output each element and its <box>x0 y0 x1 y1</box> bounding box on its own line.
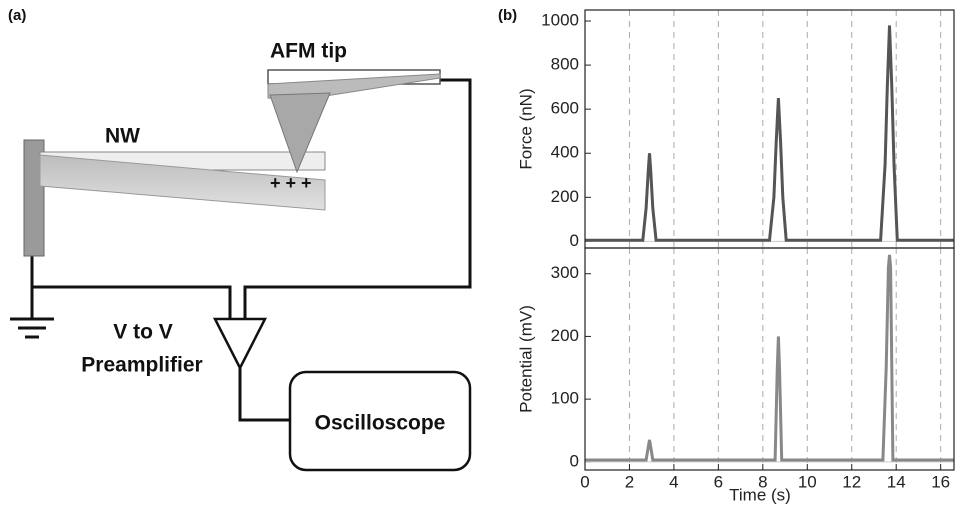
charges: + + + <box>270 173 312 193</box>
y-tick-label: 200 <box>551 187 579 206</box>
nw-label: NW <box>105 125 140 148</box>
y-tick-label: 100 <box>551 389 579 408</box>
x-tick-label: 2 <box>625 472 634 491</box>
plot-frame <box>584 9 955 249</box>
x-tick-label: 6 <box>714 472 723 491</box>
oscilloscope-label: Oscilloscope <box>315 412 446 435</box>
wire <box>30 255 232 318</box>
x-tick-label: 16 <box>931 472 950 491</box>
y-tick-label: 1000 <box>541 11 579 30</box>
data-line <box>585 254 954 462</box>
data-line <box>585 25 954 242</box>
afm-tip <box>269 92 331 174</box>
oscilloscope-box <box>288 370 472 472</box>
plot-frame <box>584 247 955 471</box>
panel-label: (b) <box>498 7 517 24</box>
y-axis-label: Force (nN) <box>516 88 535 169</box>
diagram: (a) AFM tip NW + + + V to V Preamplifier… <box>8 7 472 472</box>
amp-label: Preamplifier <box>81 354 202 377</box>
y-tick-label: 0 <box>570 231 579 250</box>
x-axis-label: Time (s) <box>729 485 791 504</box>
wire <box>243 78 472 318</box>
x-tick-label: 14 <box>887 472 906 491</box>
panel-label: (a) <box>8 7 26 24</box>
x-tick-label: 12 <box>842 472 861 491</box>
nanowire-bent <box>39 154 326 211</box>
y-tick-label: 0 <box>570 451 579 470</box>
afm-tip-label: AFM tip <box>270 40 347 63</box>
x-tick-label: 0 <box>580 472 589 491</box>
y-axis-label: Potential (mV) <box>516 305 535 413</box>
amp-label: V to V <box>113 321 173 344</box>
wall <box>23 139 45 257</box>
x-tick-label: 4 <box>669 472 678 491</box>
y-tick-label: 800 <box>551 55 579 74</box>
y-tick-label: 300 <box>551 263 579 282</box>
y-tick-label: 200 <box>551 326 579 345</box>
x-tick-label: 8 <box>758 472 767 491</box>
wire <box>238 368 290 422</box>
amplifier <box>212 317 268 371</box>
y-tick-label: 600 <box>551 99 579 118</box>
x-tick-label: 10 <box>798 472 817 491</box>
y-tick-label: 400 <box>551 143 579 162</box>
